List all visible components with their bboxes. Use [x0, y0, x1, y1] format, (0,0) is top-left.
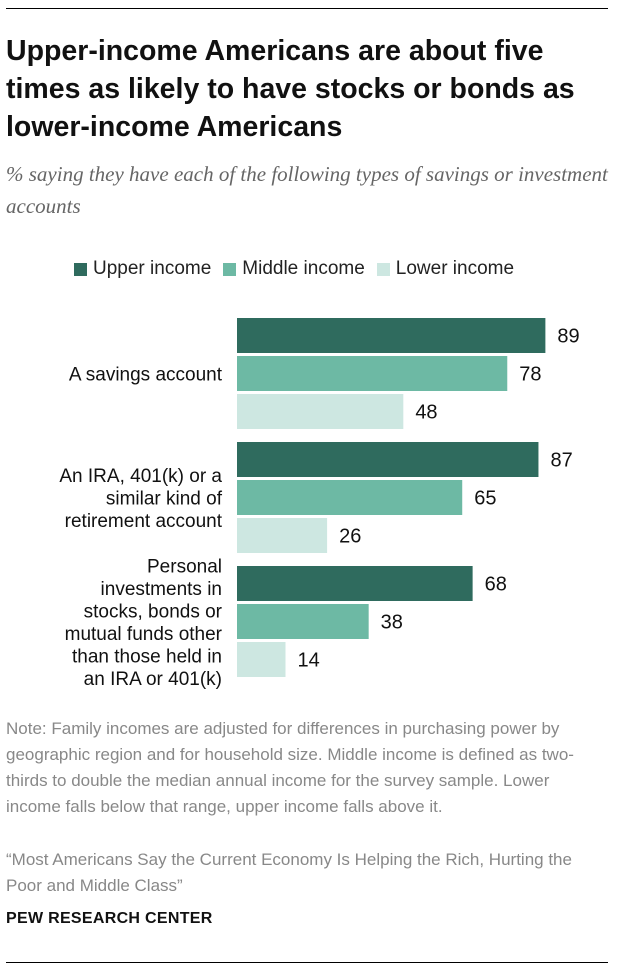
legend-item-upper: Upper income [74, 258, 211, 280]
top-rule [6, 8, 608, 9]
data-label-lower-0: 48 [415, 402, 437, 424]
category-label-1-line-2: retirement account [65, 511, 223, 532]
chart-title: Upper-income Americans are about five ti… [6, 35, 575, 143]
category-label-1-line-0: An IRA, 401(k) or a [59, 466, 222, 487]
legend-label-upper: Upper income [93, 258, 212, 279]
legend-item-lower: Lower income [376, 258, 515, 280]
data-label-middle-1: 65 [474, 488, 496, 510]
bar-upper-1 [237, 442, 539, 477]
category-label-0-line-0: A savings account [69, 365, 223, 386]
category-label-2-line-5: an IRA or 401(k) [84, 669, 222, 690]
bar-lower-2 [237, 642, 286, 677]
bar-middle-2 [237, 604, 369, 639]
category-label-2-line-3: mutual funds other [65, 624, 223, 645]
data-label-lower-2: 14 [298, 650, 320, 672]
category-label-1-line-1: similar kind of [106, 489, 223, 510]
legend-label-middle: Middle income [242, 258, 365, 279]
category-label-2-line-2: stocks, bonds or [84, 601, 223, 622]
bar-upper-2 [237, 566, 473, 601]
data-label-upper-1: 87 [550, 450, 572, 472]
credit-label: PEW RESEARCH CENTER [6, 910, 213, 927]
legend-label-lower: Lower income [395, 258, 515, 279]
data-label-upper-0: 89 [557, 326, 579, 348]
category-label-2-line-1: investments in [101, 579, 222, 600]
bar-lower-1 [237, 518, 328, 553]
legend-swatch-upper [74, 262, 87, 276]
data-label-middle-2: 38 [381, 612, 403, 634]
legend-item-middle: Middle income [223, 258, 365, 280]
legend-swatch-lower [376, 262, 390, 276]
category-label-2-line-0: Personal [147, 556, 222, 577]
data-label-lower-1: 26 [339, 526, 361, 548]
bottom-rule [6, 962, 608, 963]
data-label-upper-2: 68 [485, 574, 507, 596]
legend-swatch-middle [223, 262, 237, 276]
bar-chart: A savings account 89 78 48 An IRA, 401(k) or… [59, 318, 580, 690]
bar-middle-0 [237, 356, 508, 391]
chart-subtitle: % saying they have each of the following… [6, 162, 608, 218]
data-label-middle-0: 78 [519, 364, 541, 386]
chart-note: Note: Family incomes are adjusted for di… [6, 719, 574, 816]
category-label-2-line-4: than those held in [72, 646, 222, 667]
bar-lower-0 [237, 394, 404, 429]
bar-upper-0 [237, 318, 546, 353]
legend: Upper income Middle income Lower income [74, 256, 526, 282]
chart-source: “Most Americans Say the Current Economy … [6, 850, 572, 895]
bar-middle-1 [237, 480, 463, 515]
